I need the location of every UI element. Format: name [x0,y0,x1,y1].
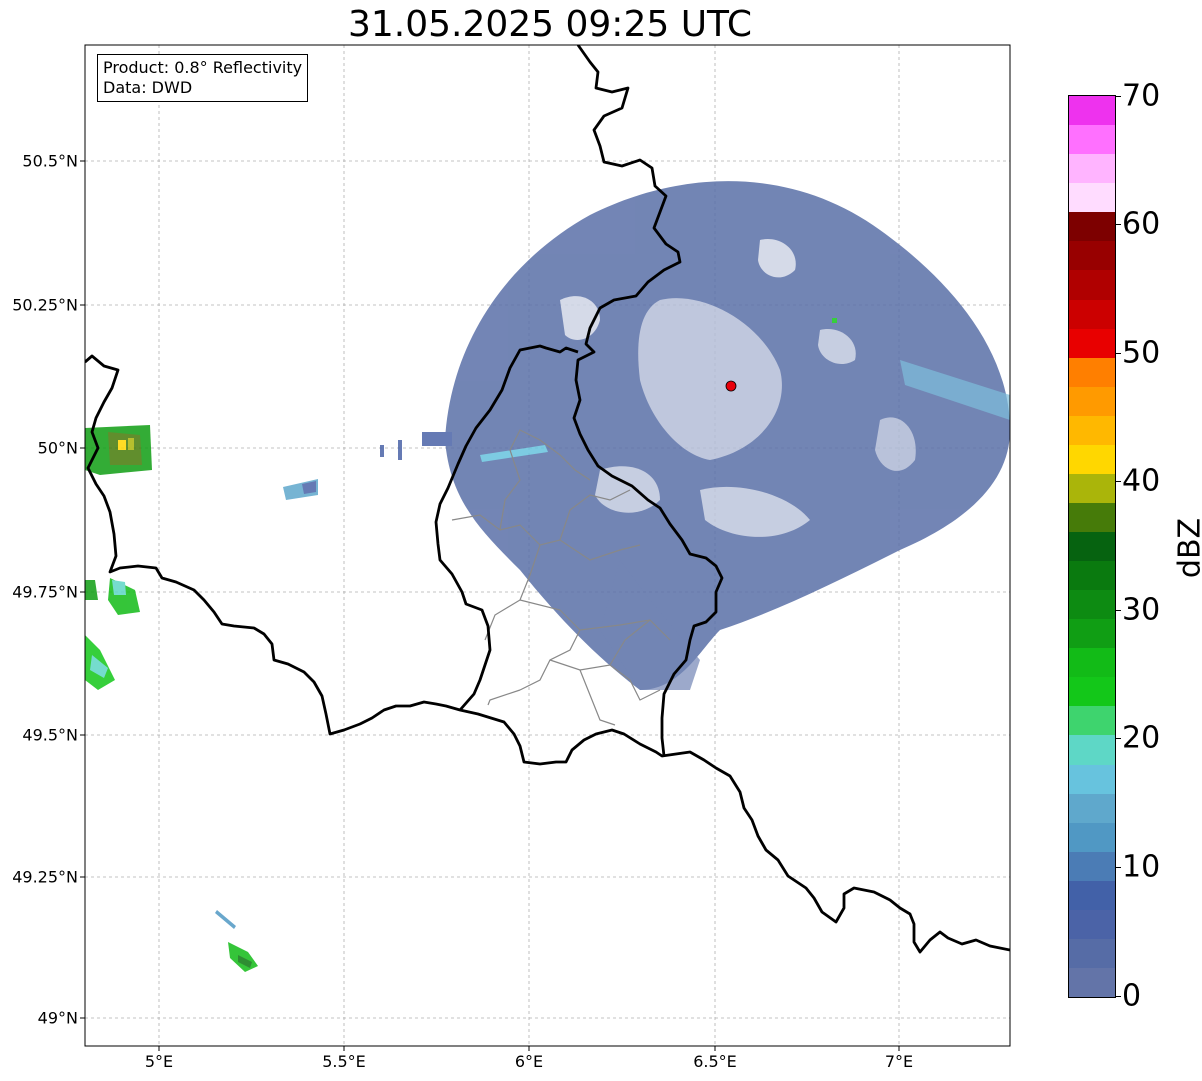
colorbar-label: dBZ [1172,517,1202,579]
colorbar-segment [1069,415,1115,445]
lat-tick-label: 49.5°N [22,725,78,745]
colorbar-segment [1069,125,1115,155]
colorbar-segment [1069,880,1115,910]
colorbar-tick-label: 0 [1122,978,1142,1014]
colorbar-tick-label: 60 [1122,206,1161,242]
map-title: 31.05.2025 09:25 UTC [347,4,753,45]
colorbar-segment [1069,648,1115,678]
colorbar-segment [1069,706,1115,736]
colorbar-segment [1069,96,1115,126]
product-info-box: Product: 0.8° Reflectivity Data: DWD [97,54,309,102]
colorbar-segment [1069,502,1115,532]
radar-echo-field [85,181,1010,972]
colorbar-segment [1069,532,1115,562]
national-borders [85,45,1010,954]
colorbar-segment [1069,851,1115,881]
colorbar-segment [1069,822,1115,852]
colorbar-segment [1069,444,1115,474]
lat-tick-label: 49°N [37,1008,78,1028]
lat-tick-label: 49.25°N [12,867,78,887]
colorbar-segment [1069,967,1115,997]
colorbar-segment [1069,735,1115,765]
lon-tick-label: 5°E [144,1052,174,1071]
map-frame [84,44,1011,1047]
colorbar-segment [1069,154,1115,184]
colorbar-tick-label: 40 [1122,463,1161,499]
lat-tick-label: 50.5°N [22,151,78,171]
colorbar-segment [1069,241,1115,271]
colorbar-segment [1069,764,1115,794]
colorbar-tick-label: 10 [1122,849,1161,885]
colorbar-tick-label: 20 [1122,720,1161,756]
colorbar-segment [1069,590,1115,620]
radar-site-marker [725,380,737,392]
colorbar-segment [1069,619,1115,649]
colorbar-segment [1069,938,1115,968]
internal-borders [451,429,671,726]
colorbar-segment [1069,299,1115,329]
lon-tick-label: 6.5°E [693,1052,737,1071]
colorbar-segment [1069,677,1115,707]
product-label: Product: 0.8° Reflectivity [103,58,303,77]
colorbar-segment [1069,793,1115,823]
data-source-label: Data: DWD [103,78,193,97]
colorbar-tick-label: 50 [1122,335,1161,371]
colorbar-segment [1069,909,1115,939]
colorbar-tick-label: 30 [1122,592,1161,628]
colorbar-tick-label: 70 [1122,78,1161,114]
lon-tick-label: 6°E [514,1052,544,1071]
lat-tick-label: 49.75°N [12,582,78,602]
colorbar-segment [1069,473,1115,503]
colorbar-segment [1069,386,1115,416]
colorbar-segment [1069,183,1115,213]
lat-tick-label: 50°N [37,438,78,458]
colorbar-segment [1069,328,1115,358]
lon-tick-label: 7°E [884,1052,914,1071]
lat-tick-label: 50.25°N [12,295,78,315]
colorbar-segment [1069,357,1115,387]
colorbar [1068,95,1116,998]
colorbar-segment [1069,561,1115,591]
colorbar-segment [1069,212,1115,242]
lon-tick-label: 5.5°E [322,1052,366,1071]
colorbar-segment [1069,270,1115,300]
